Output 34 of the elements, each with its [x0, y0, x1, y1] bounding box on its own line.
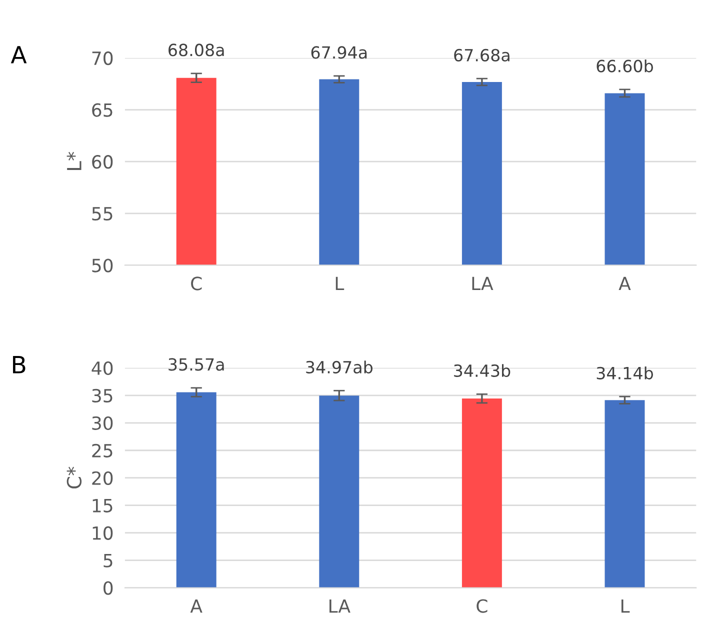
y-axis-title: C*: [66, 466, 82, 488]
x-tick-label: A: [618, 276, 631, 290]
x-tick-label: C: [476, 599, 488, 613]
data-label: 67.68a: [454, 48, 510, 62]
y-tick-label: 60: [92, 155, 113, 169]
y-tick-label: 25: [92, 444, 112, 458]
data-label: 34.97ab: [306, 360, 372, 374]
x-tick-label: LA: [472, 276, 494, 290]
x-tick-label: LA: [330, 599, 350, 613]
y-tick-label: 20: [92, 471, 113, 485]
data-label: 68.08a: [168, 44, 224, 56]
y-axis-title: L*: [66, 152, 82, 170]
data-label: 34.43b: [454, 364, 510, 378]
y-tick-label: 35: [92, 388, 112, 403]
y-tick-label: 10: [92, 526, 113, 540]
x-tick-label: L: [336, 276, 344, 290]
data-label: 67.94a: [311, 46, 367, 59]
x-tick-label: C: [191, 276, 202, 290]
y-tick-label: 30: [92, 416, 113, 430]
y-tick-label: 70: [92, 51, 113, 66]
y-tick-label: 65: [92, 103, 112, 117]
y-tick-label: 55: [92, 207, 112, 221]
y-tick-label: 50: [92, 258, 113, 272]
x-tick-label: L: [621, 599, 630, 613]
text: B: [13, 356, 26, 374]
y-tick-label: 15: [92, 499, 112, 512]
y-tick-label: 40: [92, 361, 113, 376]
y-tick-label: 5: [104, 554, 112, 568]
data-label: 34.14b: [596, 366, 653, 380]
text: A: [10, 46, 27, 64]
x-tick-label: A: [190, 599, 202, 613]
data-label: 35.57a: [168, 358, 224, 371]
data-label: 66.60b: [596, 59, 653, 72]
y-tick-label: 0: [104, 581, 113, 595]
